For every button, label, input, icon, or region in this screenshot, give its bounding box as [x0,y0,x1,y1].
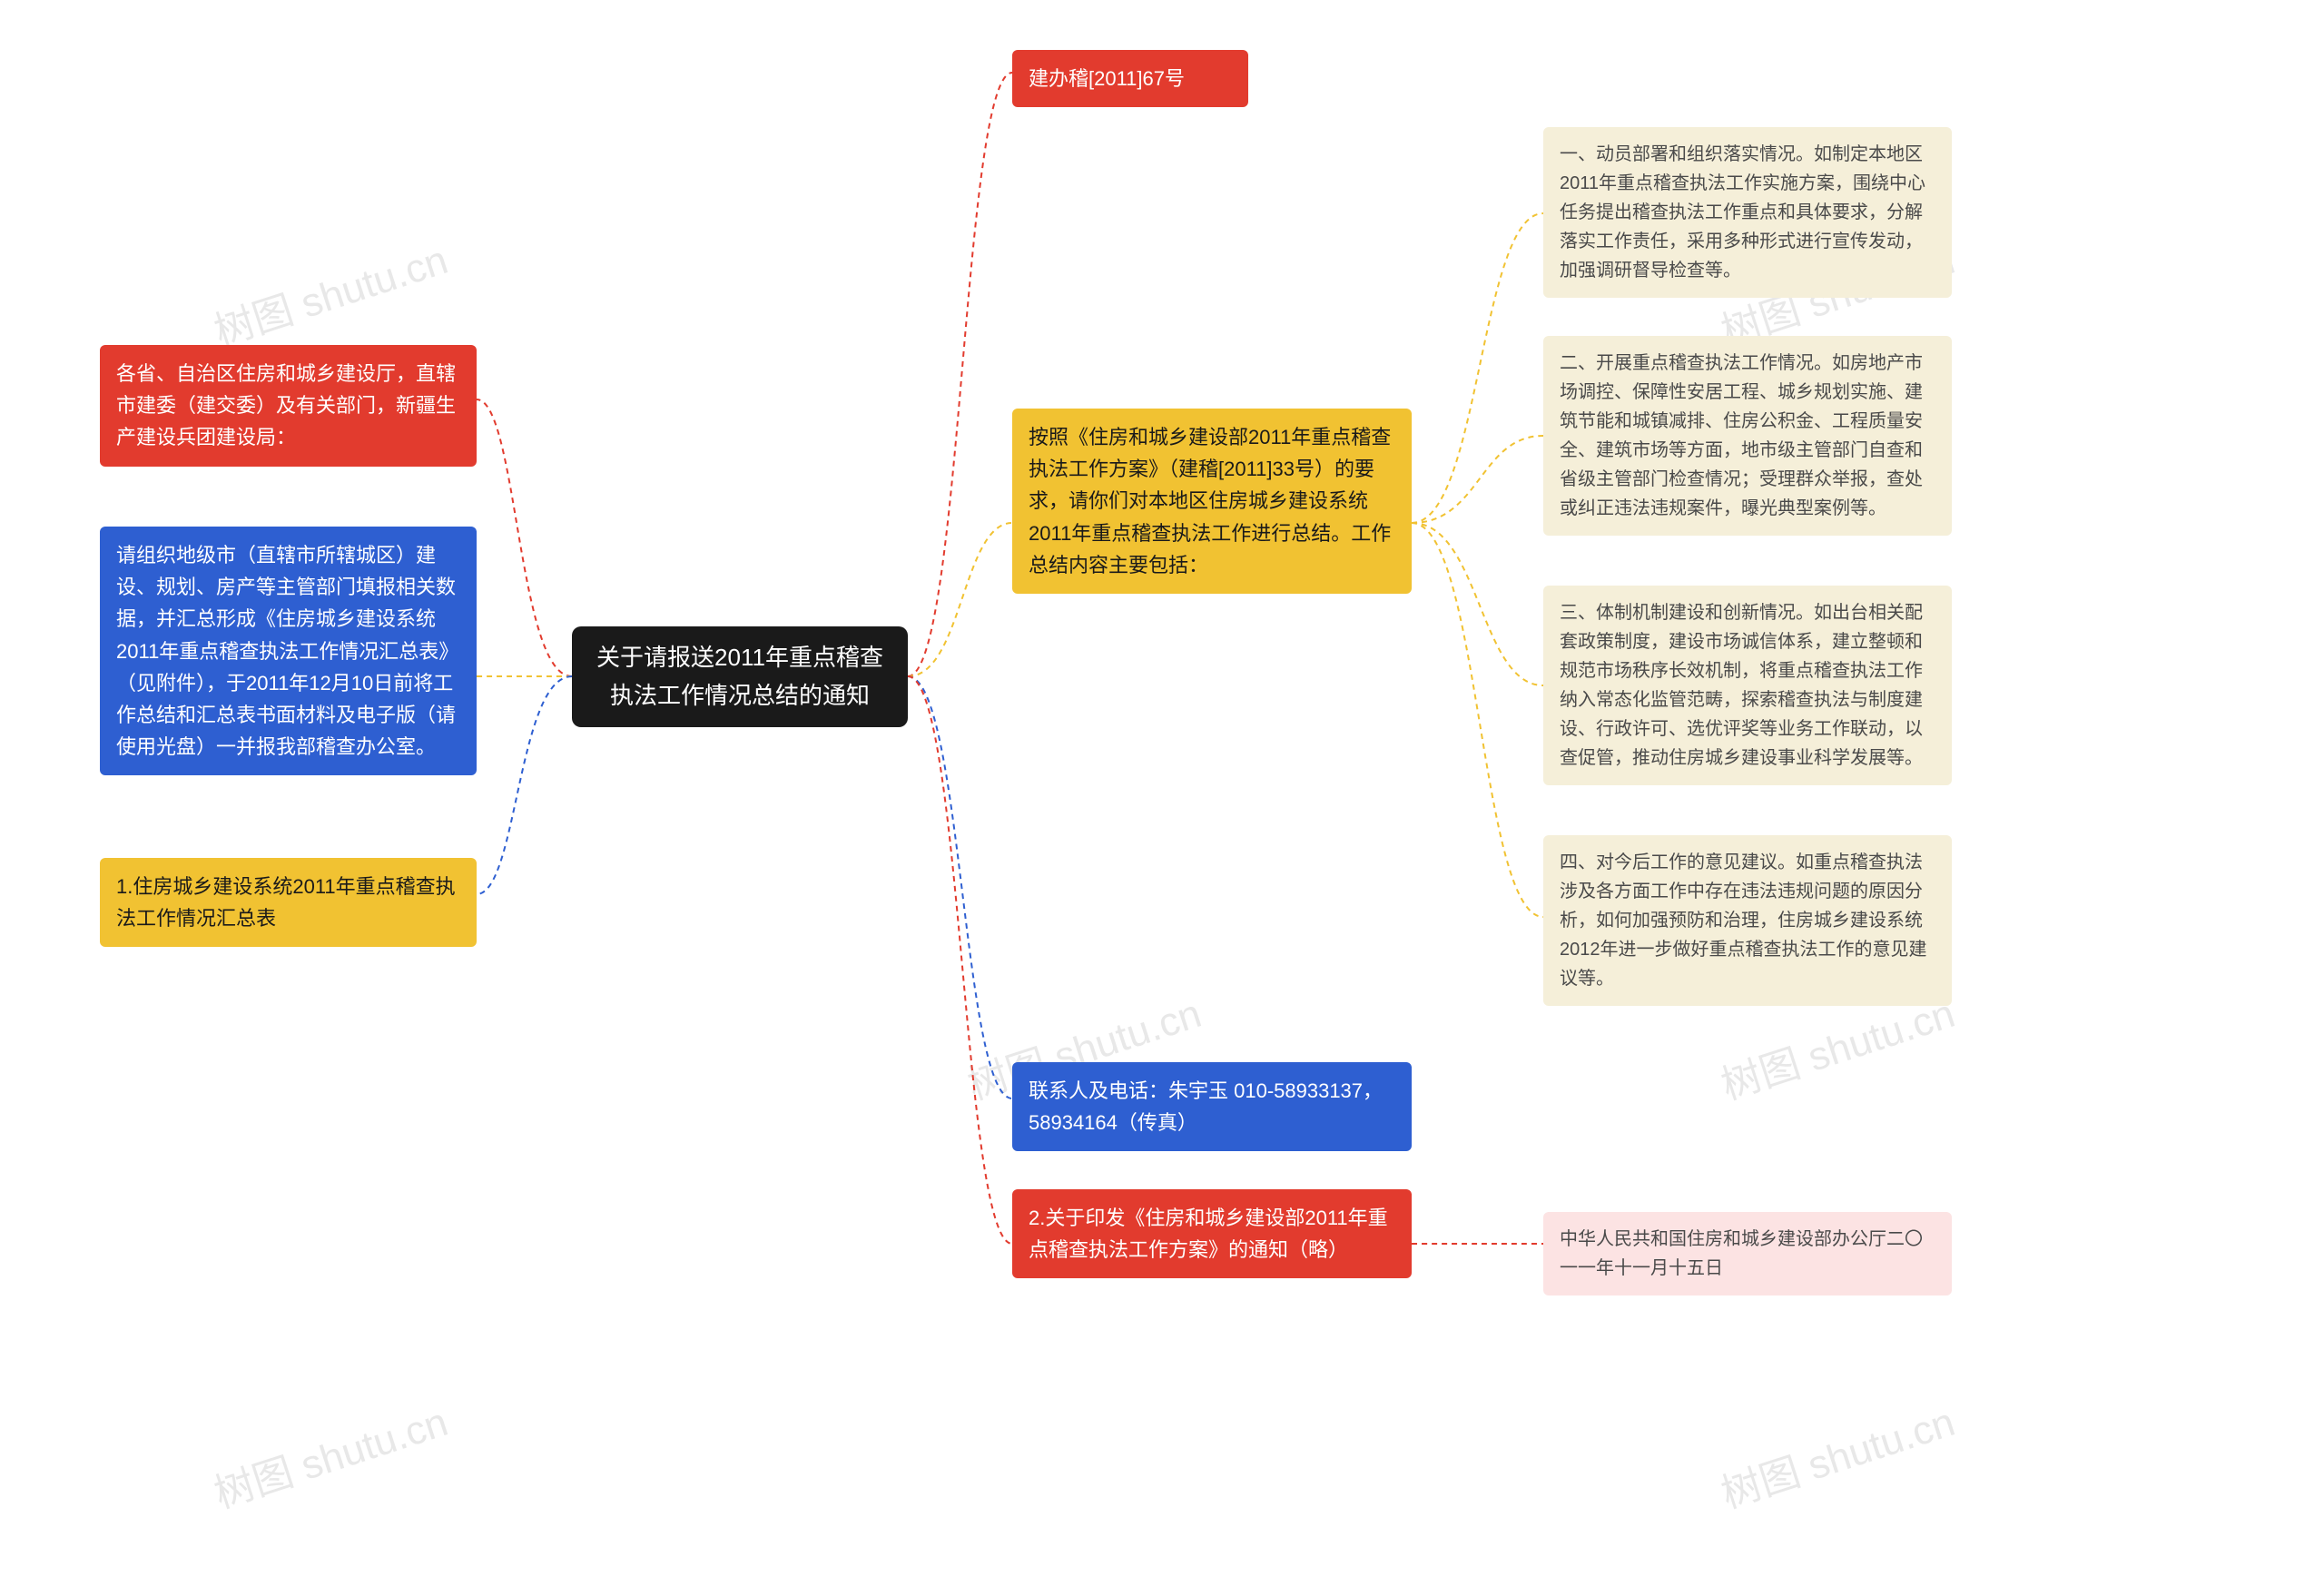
watermark: 树图 shutu.cn [206,1389,454,1519]
leaf-issuer-date: 中华人民共和国住房和城乡建设部办公厅二〇一一年十一月十五日 [1543,1212,1952,1295]
right-node-attachment2: 2.关于印发《住房和城乡建设部2011年重点稽查执法工作方案》的通知（略） [1012,1189,1412,1278]
right-node-contact: 联系人及电话：朱宇玉 010-58933137，58934164（传真） [1012,1062,1412,1151]
left-node-recipients: 各省、自治区住房和城乡建设厅，直辖市建委（建交委）及有关部门，新疆生产建设兵团建… [100,345,477,467]
root-node: 关于请报送2011年重点稽查执法工作情况总结的通知 [572,626,908,727]
left-node-instructions: 请组织地级市（直辖市所辖城区）建设、规划、房产等主管部门填报相关数据，并汇总形成… [100,527,477,775]
watermark: 树图 shutu.cn [1713,1389,1961,1519]
right-node-doc-number: 建办稽[2011]67号 [1012,50,1248,107]
watermark: 树图 shutu.cn [206,227,454,357]
leaf-section-2: 二、开展重点稽查执法工作情况。如房地产市场调控、保障性安居工程、城乡规划实施、建… [1543,336,1952,536]
left-node-attachment1: 1.住房城乡建设系统2011年重点稽查执法工作情况汇总表 [100,858,477,947]
leaf-section-4: 四、对今后工作的意见建议。如重点稽查执法涉及各方面工作中存在违法违规问题的原因分… [1543,835,1952,1006]
leaf-section-1: 一、动员部署和组织落实情况。如制定本地区2011年重点稽查执法工作实施方案，围绕… [1543,127,1952,298]
right-node-summary-scope: 按照《住房和城乡建设部2011年重点稽查执法工作方案》（建稽[2011]33号）… [1012,409,1412,594]
connectors [0,0,2324,1586]
leaf-section-3: 三、体制机制建设和创新情况。如出台相关配套政策制度，建设市场诚信体系，建立整顿和… [1543,586,1952,785]
